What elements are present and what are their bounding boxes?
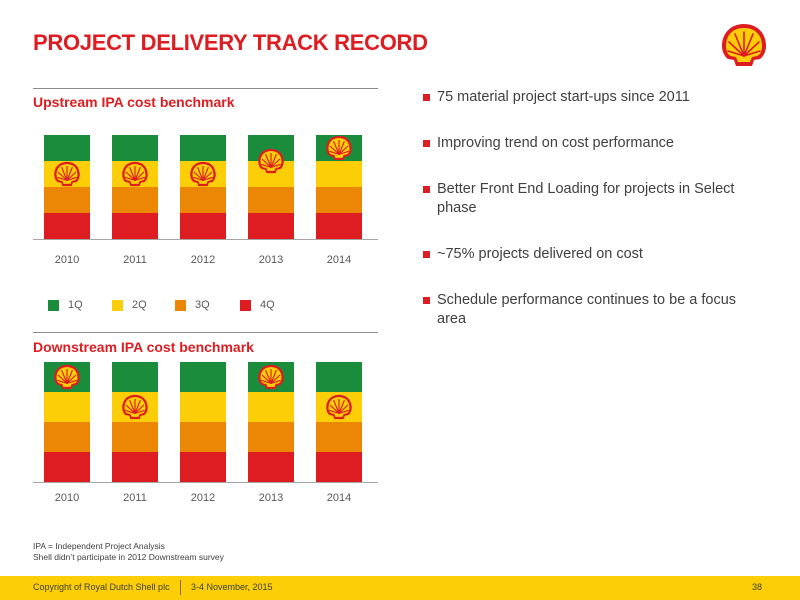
bullet-marker (423, 297, 430, 304)
legend-item-4q: 4Q (240, 298, 275, 312)
bar-segment-4q-2012 (180, 452, 226, 482)
legend-swatch-4q (240, 299, 251, 311)
bar-segment-4q-2013 (248, 452, 294, 482)
legend-item-3q: 3Q (175, 298, 210, 312)
bar-segment-3q-2012 (180, 187, 226, 213)
legend-item-1q: 1Q (48, 298, 83, 312)
page-number: 38 (752, 582, 763, 592)
footer-copyright: Copyright of Royal Dutch Shell plc (33, 582, 170, 592)
bar-segment-3q-2013 (248, 422, 294, 452)
shell-pecten-icon (722, 24, 766, 66)
legend-swatch-3q (175, 299, 186, 311)
bar-segment-4q-2012 (180, 213, 226, 239)
shell-marker-icon (326, 135, 352, 161)
bar-segment-4q-2011 (112, 213, 158, 239)
footnotes: IPA = Independent Project Analysis Shell… (33, 541, 224, 563)
bar-segment-3q-2013 (248, 187, 294, 213)
bar-segment-3q-2011 (112, 187, 158, 213)
shell-marker-icon (54, 161, 80, 187)
x-tick-label: 2014 (327, 492, 351, 504)
legend-swatch-1q (48, 299, 59, 311)
bullet-text: Improving trend on cost performance (437, 135, 674, 151)
bar-segment-3q-2011 (112, 422, 158, 452)
x-tick-label: 2011 (123, 492, 147, 504)
footer-divider (180, 580, 181, 595)
legend-label-2q: 2Q (132, 299, 147, 311)
bullet-on-cost: ~75% projects delivered on cost (423, 245, 768, 264)
shell-marker-icon (190, 161, 216, 187)
bar-segment-4q-2010 (44, 452, 90, 482)
bar-segment-2q-2012 (180, 392, 226, 422)
shell-marker-icon (54, 364, 80, 390)
x-tick-label: 2010 (55, 492, 79, 504)
bar-segment-1q-2012 (180, 362, 226, 392)
bullet-text: ~75% projects delivered on cost (437, 246, 643, 262)
bullet-schedule: Schedule performance continues to be a f… (423, 291, 758, 329)
legend-label-1q: 1Q (68, 299, 83, 311)
x-tick-label: 2013 (259, 254, 283, 266)
bullet-marker (423, 251, 430, 258)
legend-item-2q: 2Q (112, 298, 147, 312)
bar-segment-4q-2014 (316, 452, 362, 482)
bar-segment-4q-2014 (316, 213, 362, 239)
footnote-ipa: IPA = Independent Project Analysis (33, 541, 165, 551)
bullet-text: Schedule performance continues to be a f… (437, 292, 737, 327)
footer-bar: Copyright of Royal Dutch Shell plc 3-4 N… (0, 576, 800, 600)
legend-swatch-2q (112, 299, 123, 311)
shell-marker-icon (122, 394, 148, 420)
x-tick-label: 2011 (123, 254, 147, 266)
bar-segment-3q-2012 (180, 422, 226, 452)
x-tick-label: 2012 (191, 492, 215, 504)
bar-segment-3q-2014 (316, 422, 362, 452)
shell-marker-icon (258, 364, 284, 390)
bullet-start-ups: 75 material project start-ups since 2011 (423, 88, 768, 107)
bullet-text: Better Front End Loading for projects in… (437, 181, 735, 216)
bar-segment-1q-2014 (316, 362, 362, 392)
bar-segment-3q-2010 (44, 422, 90, 452)
x-tick-label: 2010 (55, 254, 79, 266)
upstream-stacked-bar-chart: 2010 2011 2012 2013 2014 (33, 135, 378, 266)
downstream-stacked-bar-chart: 2010 2011 2012 2013 2014 (33, 362, 378, 504)
legend-label-4q: 4Q (260, 299, 275, 311)
bullet-marker (423, 186, 430, 193)
x-tick-label: 2012 (191, 254, 215, 266)
shell-marker-icon (122, 161, 148, 187)
bar-segment-4q-2010 (44, 213, 90, 239)
bar-segment-1q-2011 (112, 135, 158, 161)
x-tick-label: 2014 (327, 254, 351, 266)
bar-segment-3q-2010 (44, 187, 90, 213)
legend-label-3q: 3Q (195, 299, 210, 311)
bullet-marker (423, 140, 430, 147)
footer-date: 3-4 November, 2015 (191, 582, 273, 592)
downstream-rule (33, 332, 378, 333)
bullet-cost-trend: Improving trend on cost performance (423, 134, 768, 153)
chart-legend: 1Q 2Q 3Q 4Q (48, 298, 378, 312)
bar-segment-2q-2010 (44, 392, 90, 422)
bullet-text: 75 material project start-ups since 2011 (437, 89, 690, 105)
bar-segment-1q-2012 (180, 135, 226, 161)
bar-segment-2q-2014 (316, 161, 362, 187)
footnote-downstream-survey: Shell didn’t participate in 2012 Downstr… (33, 552, 224, 562)
slide-title: PROJECT DELIVERY TRACK RECORD (33, 30, 428, 55)
bar-segment-1q-2010 (44, 135, 90, 161)
bullet-marker (423, 94, 430, 101)
bar-segment-4q-2011 (112, 452, 158, 482)
bar-segment-3q-2014 (316, 187, 362, 213)
bar-segment-1q-2011 (112, 362, 158, 392)
downstream-chart-title: Downstream IPA cost benchmark (33, 339, 254, 355)
x-tick-label: 2013 (259, 492, 283, 504)
bar-segment-4q-2013 (248, 213, 294, 239)
bullet-front-end-loading: Better Front End Loading for projects in… (423, 180, 758, 218)
upstream-rule (33, 88, 378, 89)
shell-marker-icon (258, 148, 284, 174)
shell-marker-icon (326, 394, 352, 420)
bar-segment-2q-2013 (248, 392, 294, 422)
upstream-chart-title: Upstream IPA cost benchmark (33, 94, 235, 110)
